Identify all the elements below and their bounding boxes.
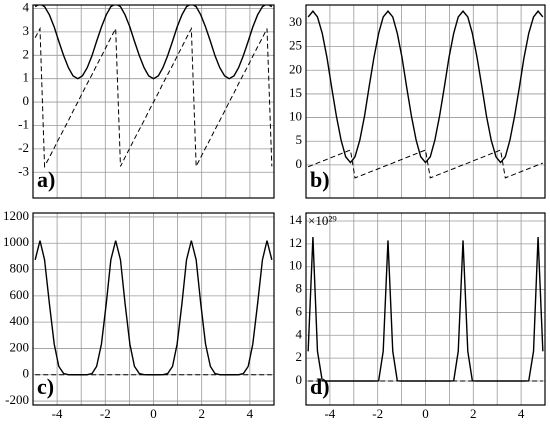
y-tick-label: 400	[10, 313, 30, 328]
y-tick-label: 2	[23, 46, 30, 61]
panel-label: c)	[37, 374, 54, 399]
panel-label: d)	[310, 374, 330, 399]
y-tick-label: -200	[5, 392, 29, 407]
x-tick-label: 0	[150, 406, 157, 421]
panel: 0 2 4 6 8 10 12 14 -4 -2 0 2 4 d) ×10²⁹	[289, 212, 546, 421]
plot-frame	[305, 212, 546, 406]
y-tick-label: 14	[289, 212, 303, 227]
y-tick-label: 12	[289, 235, 302, 250]
y-tick-label: 0	[23, 93, 30, 108]
y-tick-label: 0	[296, 156, 303, 171]
y-tick-label: -3	[18, 163, 29, 178]
series-line	[307, 149, 544, 179]
y-tick-label: 0	[23, 366, 30, 381]
panel: -200 0 200 400 600 800 1000 1200 -4 -2 0 2 4 c)	[3, 208, 275, 421]
y-tick-label: 600	[10, 287, 30, 302]
y-tick-label: 1	[23, 70, 30, 85]
x-tick-label: -2	[100, 406, 111, 421]
y-tick-label: 6	[296, 303, 303, 318]
x-tick-label: 2	[470, 406, 477, 421]
x-tick-label: -2	[372, 406, 383, 421]
y-tick-label: 4	[296, 326, 303, 341]
x-tick-label: 4	[247, 406, 254, 421]
y-tick-label: 0	[296, 372, 303, 387]
y-tick-label: 15	[289, 85, 302, 100]
panel-label: a)	[37, 167, 55, 192]
y-tick-label: 20	[289, 61, 302, 76]
y-tick-label: 200	[10, 339, 30, 354]
y-tick-label: -1	[18, 116, 29, 131]
panel: 0 5 10 15 20 25 30 b)	[289, 4, 546, 199]
plot-frame	[32, 4, 275, 199]
y-tick-label: 25	[289, 38, 302, 53]
y-tick-label: 800	[10, 261, 30, 276]
y-tick-label: 2	[296, 349, 303, 364]
y-tick-label: 30	[289, 14, 302, 29]
panel: -3 -2 -1 0 1 2 3 4 a)	[18, 0, 275, 199]
y-tick-label: 5	[296, 132, 303, 147]
x-tick-label: 0	[422, 406, 429, 421]
y-tick-label: 3	[23, 23, 30, 38]
y-tick-label: 10	[289, 109, 302, 124]
x-tick-label: -4	[324, 406, 335, 421]
y-tick-label: -2	[18, 140, 29, 155]
panel-label: b)	[310, 167, 330, 192]
series-line	[34, 26, 273, 169]
y-tick-label: 8	[296, 281, 303, 296]
x-tick-label: 4	[518, 406, 525, 421]
y-tick-label: 1000	[3, 234, 29, 249]
x-tick-label: -4	[52, 406, 63, 421]
series-line	[34, 5, 273, 80]
y-tick-label: 1200	[3, 208, 29, 223]
axis-multiplier: ×10²⁹	[308, 213, 337, 228]
x-tick-label: 2	[198, 406, 205, 421]
series-line	[34, 240, 273, 376]
series-line	[307, 10, 544, 164]
y-tick-label: 4	[23, 0, 30, 14]
plot-frame	[305, 4, 546, 199]
y-tick-label: 10	[289, 258, 302, 273]
plot-frame	[32, 212, 275, 406]
